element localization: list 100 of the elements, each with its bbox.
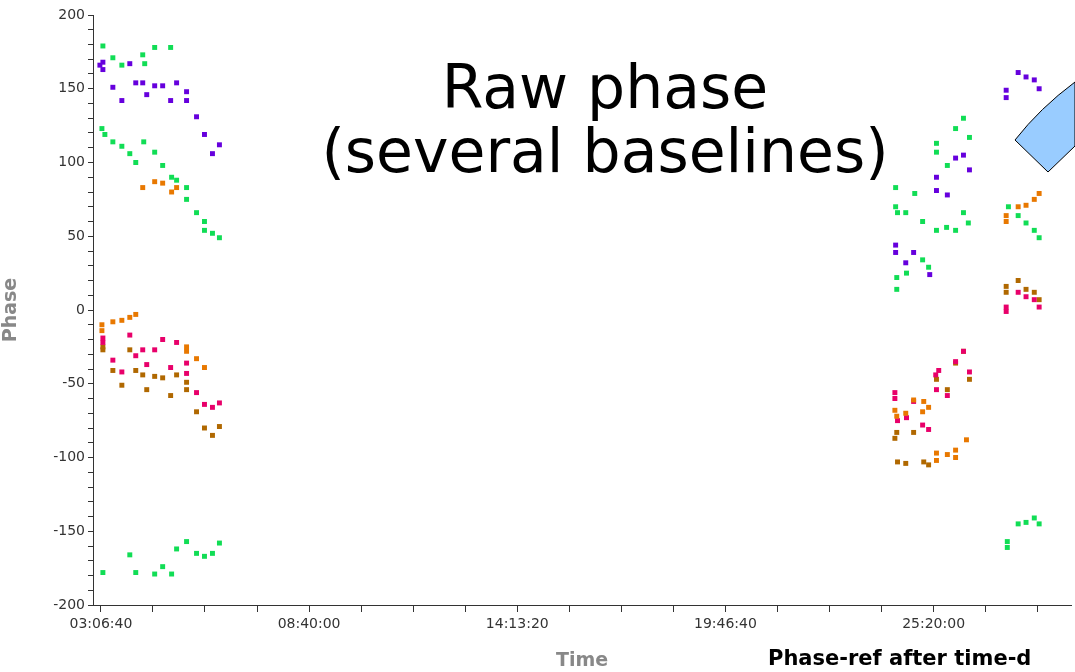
point	[934, 387, 939, 393]
point	[926, 462, 932, 468]
point	[184, 98, 190, 104]
point	[160, 180, 166, 186]
y-tick-label: 0	[76, 300, 85, 317]
point	[184, 370, 190, 376]
point	[1023, 294, 1029, 300]
point	[1031, 77, 1037, 83]
point	[184, 360, 190, 366]
point	[934, 174, 939, 180]
point	[892, 396, 898, 401]
point	[921, 398, 927, 404]
point	[1036, 86, 1042, 92]
point	[911, 250, 917, 255]
point	[1023, 74, 1029, 80]
point	[894, 429, 900, 435]
point	[110, 319, 116, 325]
point	[895, 459, 900, 465]
point	[944, 452, 950, 458]
point	[209, 151, 215, 157]
point	[934, 450, 939, 456]
point	[100, 339, 106, 345]
point	[160, 83, 166, 89]
point	[133, 368, 139, 373]
point	[184, 348, 190, 354]
point	[944, 387, 950, 393]
y-tick-label: -200	[53, 595, 85, 612]
point	[100, 67, 106, 73]
point	[140, 347, 146, 353]
text: Raw phase (several baselines)	[320, 52, 890, 186]
point	[944, 192, 950, 198]
point	[1031, 289, 1037, 295]
point	[966, 376, 972, 382]
point	[152, 179, 158, 185]
y-tick-label: -50	[62, 374, 85, 391]
y-tick-label: 100	[58, 153, 85, 170]
point	[174, 80, 180, 86]
point	[893, 242, 899, 248]
point	[1003, 87, 1009, 93]
point	[963, 437, 969, 443]
point	[927, 272, 933, 278]
point	[209, 404, 215, 410]
point	[903, 460, 909, 466]
point	[1015, 278, 1021, 283]
y-tick-label: -150	[53, 521, 85, 538]
point	[1003, 289, 1009, 295]
point	[99, 322, 105, 328]
point	[893, 250, 899, 255]
point	[133, 311, 139, 317]
point	[1015, 289, 1021, 295]
point	[133, 80, 139, 86]
point	[152, 83, 158, 89]
point	[127, 347, 133, 353]
point	[127, 61, 133, 67]
point	[160, 375, 166, 381]
point	[1036, 297, 1042, 303]
point	[1015, 70, 1021, 75]
text: Phase-ref after time-d	[768, 646, 1032, 670]
point	[892, 407, 898, 413]
point	[144, 92, 150, 98]
y-tick-label: -100	[53, 448, 85, 465]
y-axis-title: Phase	[0, 277, 21, 343]
point	[1003, 95, 1009, 101]
x-axis-title: Time	[555, 647, 609, 670]
point	[1003, 219, 1009, 224]
point	[936, 368, 942, 373]
point	[140, 185, 146, 191]
point	[209, 432, 215, 438]
point	[119, 317, 125, 323]
x-tick-label: 08:40:00	[277, 615, 341, 632]
point	[110, 368, 116, 373]
point	[202, 365, 207, 370]
point	[144, 387, 150, 393]
x-tick-label: 03:06:40	[69, 615, 133, 632]
point	[903, 260, 909, 266]
point	[966, 167, 972, 173]
point	[133, 353, 139, 359]
point	[168, 393, 174, 399]
point	[911, 429, 917, 435]
point	[216, 142, 222, 148]
point	[1031, 196, 1037, 202]
point	[140, 80, 146, 86]
point	[921, 459, 927, 465]
point	[174, 372, 180, 378]
point	[194, 409, 200, 415]
point	[184, 89, 190, 95]
point	[184, 379, 190, 385]
point	[1003, 283, 1009, 289]
y-tick-label: 200	[58, 5, 85, 22]
point	[1023, 202, 1029, 208]
point	[127, 332, 133, 338]
y-tick-label: 50	[67, 226, 85, 243]
point	[953, 155, 959, 161]
point	[202, 132, 207, 137]
point	[119, 382, 125, 388]
point	[168, 365, 174, 370]
point	[99, 328, 105, 334]
y-tick-label: 150	[58, 79, 85, 96]
point	[216, 400, 222, 406]
point	[140, 372, 146, 378]
